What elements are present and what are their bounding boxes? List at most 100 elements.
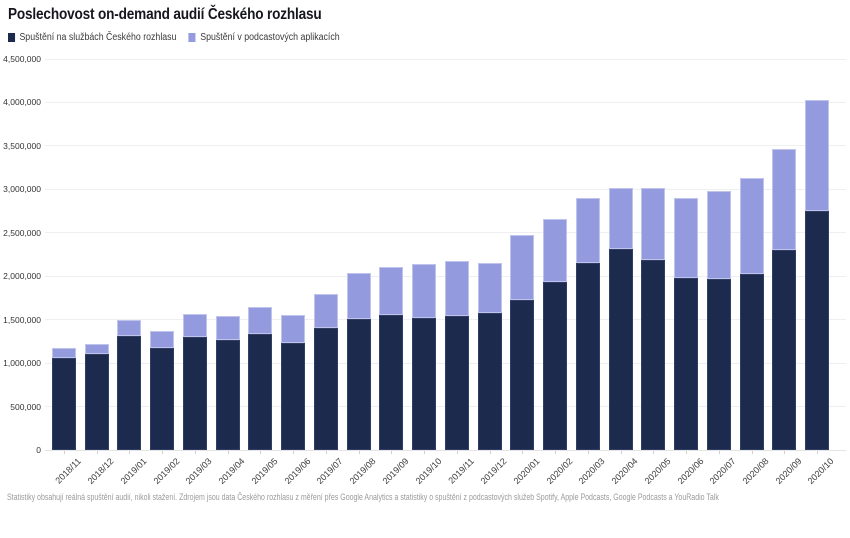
- x-axis-label: 2020/02: [544, 456, 575, 487]
- x-axis-label: 2020/05: [642, 456, 673, 487]
- bar-segment-cr-services[interactable]: [543, 282, 568, 450]
- bar-segment-podcast-apps[interactable]: [477, 262, 502, 314]
- bar-segment-podcast-apps[interactable]: [543, 218, 568, 283]
- x-axis-tick: [129, 451, 131, 454]
- y-axis-label: 2,000,000: [3, 271, 41, 282]
- bar-segment-podcast-apps[interactable]: [281, 314, 306, 344]
- y-axis-label: 2,500,000: [3, 227, 41, 238]
- bar-segment-podcast-apps[interactable]: [575, 198, 600, 264]
- gridline: [45, 232, 846, 234]
- x-axis-tick: [587, 451, 589, 454]
- bar-segment-podcast-apps[interactable]: [117, 319, 142, 337]
- x-axis-label: 2019/11: [446, 456, 476, 486]
- gridline: [45, 145, 846, 147]
- bar-segment-podcast-apps[interactable]: [379, 266, 404, 315]
- x-axis-tick: [522, 451, 524, 454]
- bar-segment-podcast-apps[interactable]: [772, 148, 797, 251]
- x-axis-label: 2019/04: [216, 456, 247, 487]
- x-axis-label: 2019/12: [478, 456, 509, 487]
- gridline: [45, 58, 846, 60]
- bar-segment-podcast-apps[interactable]: [182, 313, 207, 338]
- x-axis-tick: [162, 451, 164, 454]
- bar-segment-podcast-apps[interactable]: [706, 191, 731, 279]
- bar-group-2019/02: [150, 330, 175, 450]
- gridline: [45, 101, 846, 103]
- bar-group-2019/11: [444, 260, 469, 450]
- bar-segment-cr-services[interactable]: [608, 249, 633, 450]
- legend-item-cr-services[interactable]: Spuštění na službách Českého rozhlasu: [8, 32, 176, 43]
- bar-segment-podcast-apps[interactable]: [346, 273, 371, 319]
- bar-segment-cr-services[interactable]: [313, 328, 338, 450]
- y-axis-label: 1,000,000: [3, 358, 41, 369]
- bar-segment-podcast-apps[interactable]: [739, 178, 764, 274]
- x-axis-tick: [489, 451, 491, 454]
- bar-segment-cr-services[interactable]: [248, 334, 273, 450]
- x-axis-tick: [227, 451, 229, 454]
- bar-segment-cr-services[interactable]: [805, 211, 830, 450]
- bar-group-2020/01: [510, 235, 535, 450]
- bar-group-2020/05: [641, 187, 666, 450]
- bar-segment-cr-services[interactable]: [215, 340, 240, 450]
- x-axis-label: 2020/04: [609, 456, 640, 487]
- legend-item-podcast-apps[interactable]: Spuštění v podcastových aplikacích: [188, 32, 340, 43]
- bar-segment-podcast-apps[interactable]: [412, 264, 437, 318]
- bar-segment-cr-services[interactable]: [641, 259, 666, 450]
- bar-segment-podcast-apps[interactable]: [215, 316, 240, 341]
- bar-segment-cr-services[interactable]: [706, 278, 731, 450]
- x-axis-label: 2019/03: [183, 456, 215, 487]
- x-axis-label: 2020/08: [740, 456, 771, 487]
- bar-group-2020/06: [674, 197, 699, 450]
- bar-segment-cr-services[interactable]: [444, 316, 469, 450]
- source-note: Statistiky obsahují reálná spuštění audi…: [7, 492, 719, 502]
- x-axis-tick: [686, 451, 688, 454]
- bar-segment-cr-services[interactable]: [84, 354, 109, 450]
- bar-segment-podcast-apps[interactable]: [313, 293, 338, 329]
- bar-segment-podcast-apps[interactable]: [510, 235, 535, 300]
- bar-group-2020/02: [543, 218, 568, 450]
- x-axis-tick: [64, 451, 65, 454]
- bar-group-2020/04: [608, 188, 633, 450]
- bar-segment-cr-services[interactable]: [575, 263, 600, 450]
- bar-segment-cr-services[interactable]: [379, 314, 404, 450]
- bar-segment-cr-services[interactable]: [182, 337, 207, 450]
- x-axis-label: 2020/03: [576, 456, 607, 487]
- bar-segment-cr-services[interactable]: [739, 273, 764, 450]
- x-axis-tick: [817, 451, 819, 454]
- x-axis-label: 2018/11: [53, 456, 84, 486]
- legend-label-podcast-apps: Spuštění v podcastových aplikacích: [200, 32, 340, 43]
- x-axis-tick: [751, 451, 753, 454]
- bar-segment-cr-services[interactable]: [772, 250, 797, 450]
- x-axis-label: 2020/07: [707, 456, 738, 487]
- bar-segment-podcast-apps[interactable]: [150, 330, 175, 349]
- bar-group-2020/08: [739, 178, 764, 450]
- bar-segment-cr-services[interactable]: [412, 317, 437, 450]
- y-axis-label: 500,000: [10, 401, 41, 412]
- y-axis-label: 3,000,000: [3, 184, 41, 195]
- bar-group-2019/06: [281, 314, 306, 450]
- x-axis-label: 2018/12: [85, 456, 116, 487]
- bar-segment-podcast-apps[interactable]: [805, 99, 830, 212]
- bar-group-2020/07: [706, 191, 731, 450]
- bar-segment-cr-services[interactable]: [150, 348, 175, 450]
- bar-segment-podcast-apps[interactable]: [608, 188, 633, 250]
- bar-segment-cr-services[interactable]: [52, 357, 76, 450]
- bar-segment-cr-services[interactable]: [281, 343, 306, 450]
- bar-segment-cr-services[interactable]: [477, 313, 502, 450]
- bar-segment-podcast-apps[interactable]: [641, 187, 666, 260]
- bar-segment-cr-services[interactable]: [510, 299, 535, 450]
- x-axis-tick: [784, 451, 786, 454]
- x-axis-label: 2019/06: [282, 456, 313, 487]
- bar-segment-podcast-apps[interactable]: [52, 348, 76, 358]
- bar-segment-podcast-apps[interactable]: [248, 306, 273, 335]
- y-axis-label: 0: [36, 445, 41, 455]
- bar-group-2019/10: [412, 264, 437, 450]
- bar-segment-cr-services[interactable]: [674, 278, 699, 450]
- bar-segment-cr-services[interactable]: [346, 318, 371, 450]
- bar-segment-podcast-apps[interactable]: [84, 344, 109, 355]
- x-axis-label: 2019/08: [347, 456, 378, 487]
- bar-segment-podcast-apps[interactable]: [674, 197, 699, 279]
- bar-segment-cr-services[interactable]: [117, 336, 142, 450]
- plot-area: 0 500,000 1,000,000 1,500,000 2,000,000 2,500…: [3, 54, 846, 486]
- bar-segment-podcast-apps[interactable]: [444, 260, 469, 317]
- bar-group-2019/12: [477, 262, 502, 450]
